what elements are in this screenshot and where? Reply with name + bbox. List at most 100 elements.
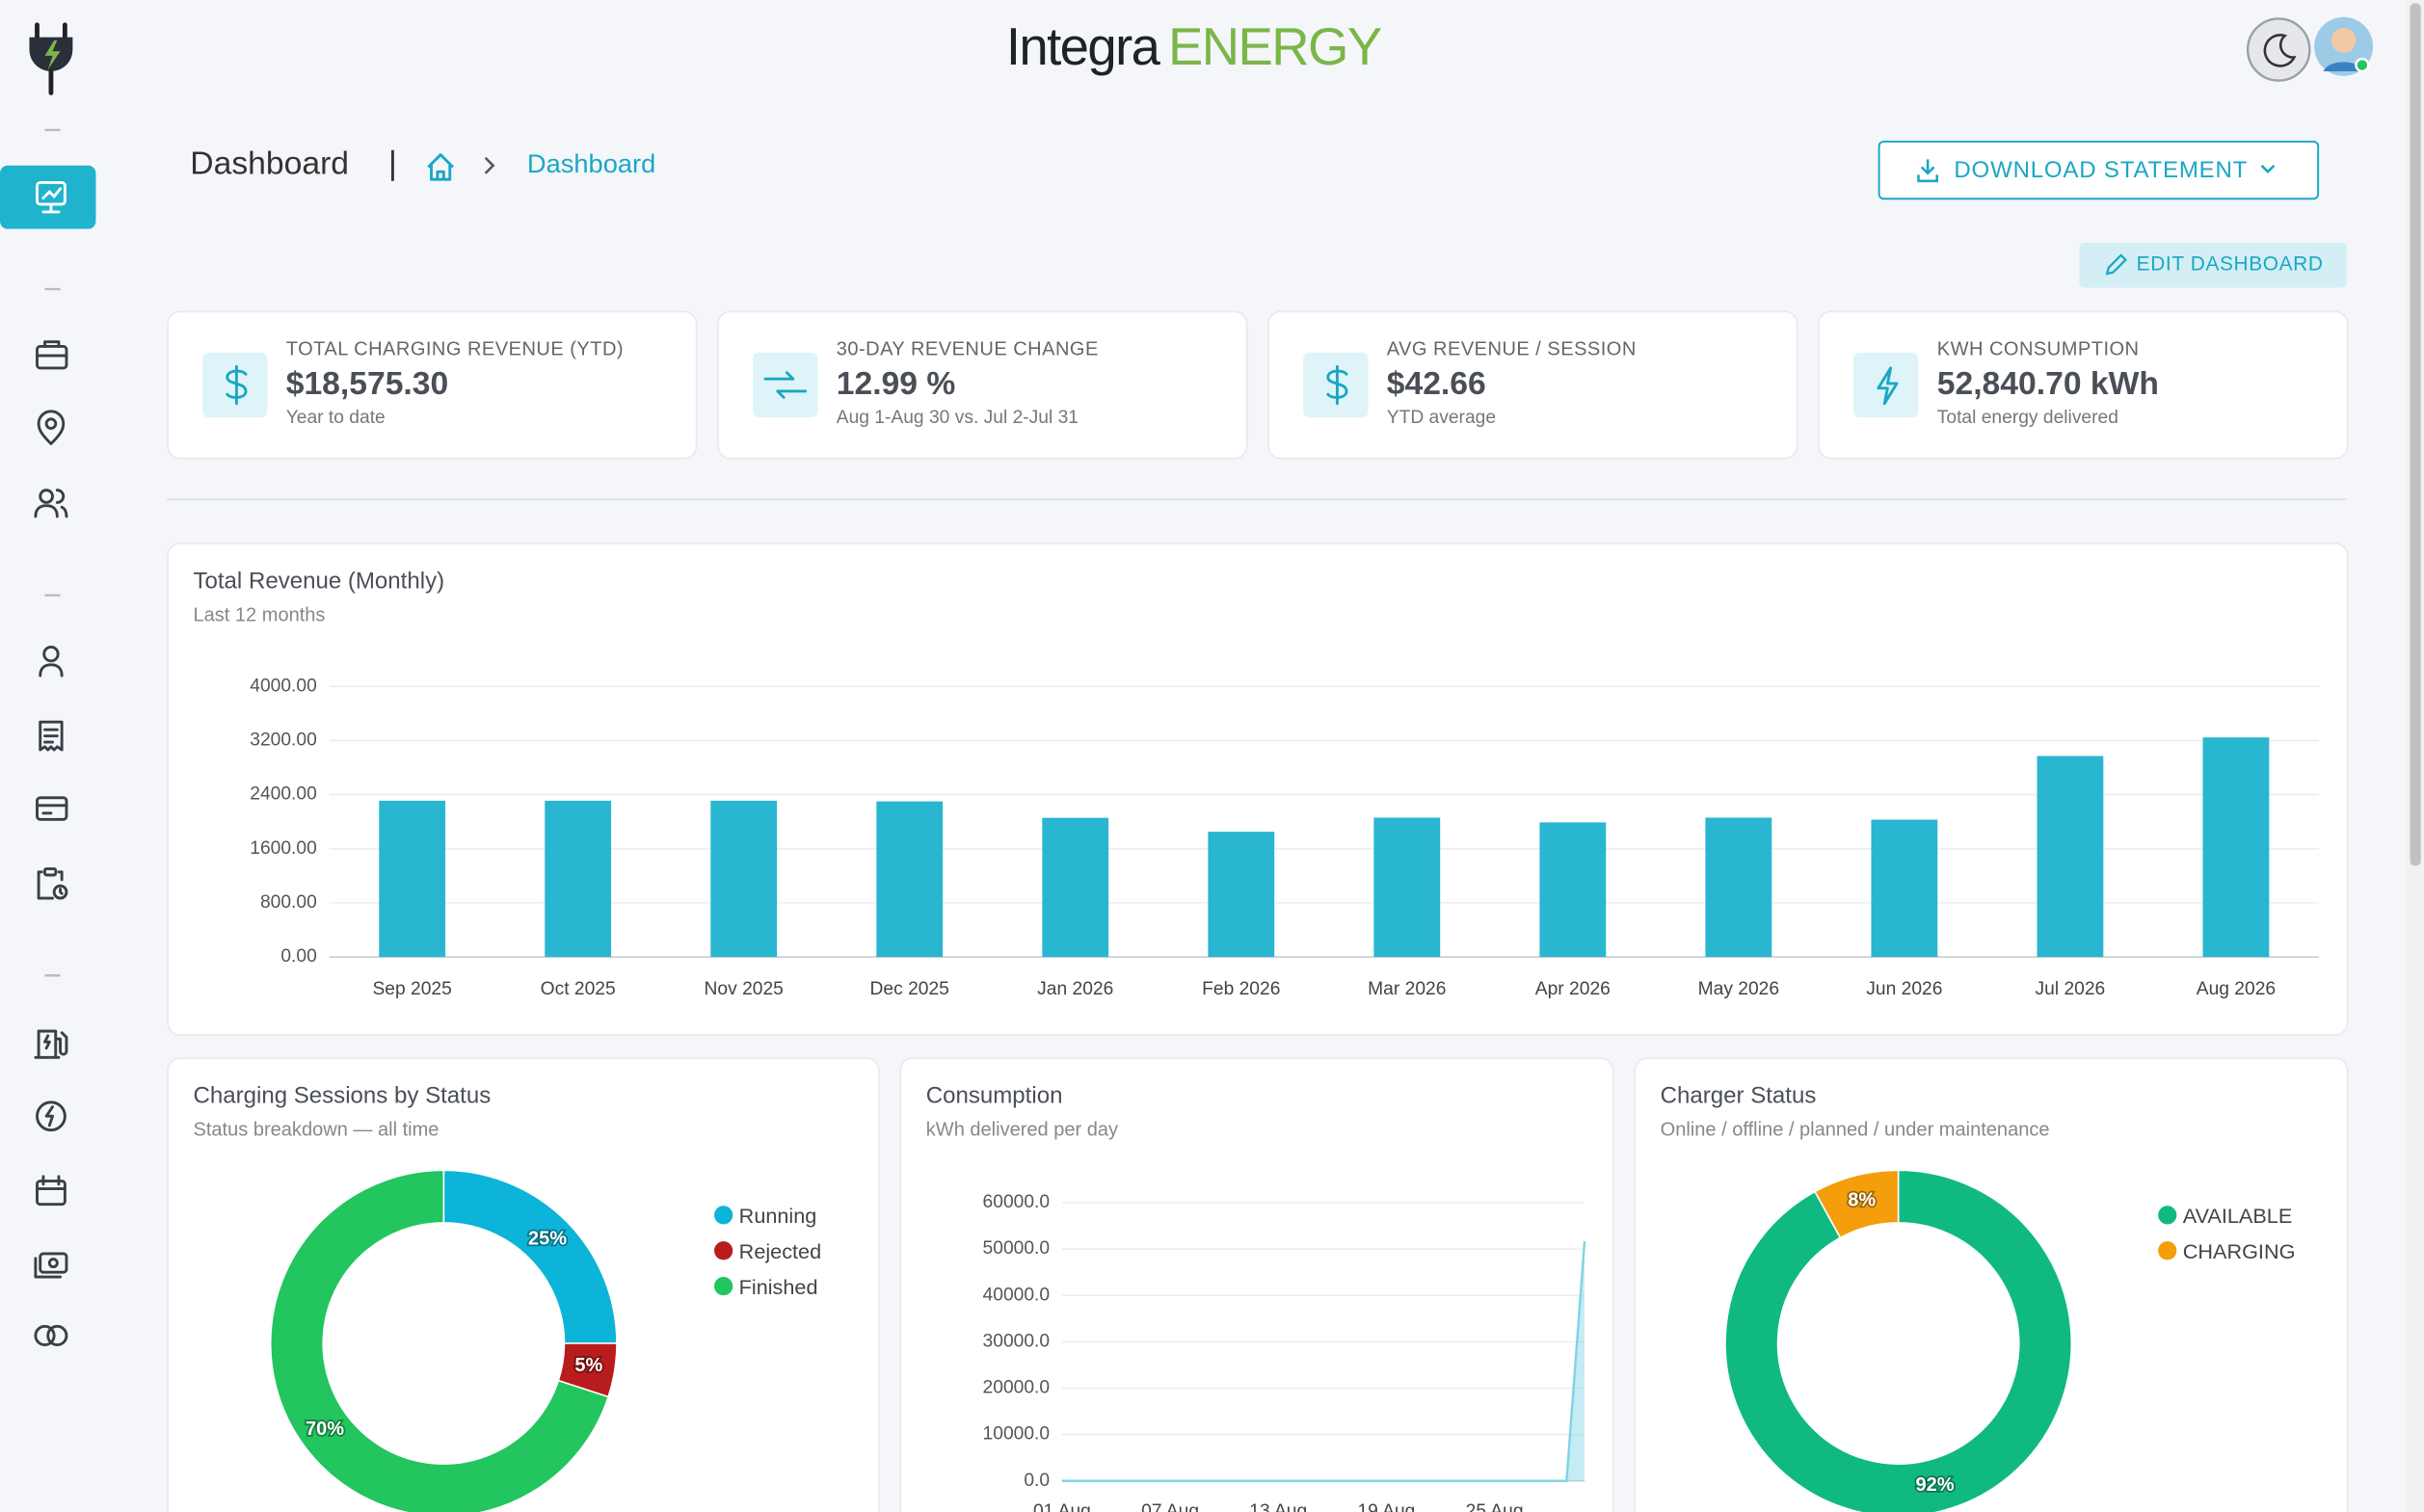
x-tick-label: Dec 2025 [870,979,949,999]
scrollbar-thumb[interactable] [2410,3,2421,866]
legend-label: Finished [739,1275,818,1299]
chart-title: Total Revenue (Monthly) [193,568,444,594]
slice [269,1169,610,1512]
slice-label: 5% [574,1355,602,1376]
chevron [484,156,495,174]
kpi-sub: Year to date [286,408,386,428]
kpi-label: 30-DAY REVENUE CHANGE [837,339,1099,360]
nav-stations[interactable] [34,1029,68,1059]
kpi-sub: Total energy delivered [1937,408,2118,428]
x-tick-label: May 2026 [1698,979,1779,999]
nav-reports[interactable] [37,867,68,900]
edit-icon [2105,253,2128,276]
legend-label: CHARGING [2183,1239,2296,1263]
nav-integrations[interactable] [34,1324,68,1347]
nav-business[interactable] [36,340,68,370]
avatar-face [2331,28,2357,53]
bar [710,800,778,958]
line [1061,1240,1586,1482]
bar [1208,832,1275,958]
breadcrumb-current[interactable]: Dashboard [527,148,655,178]
x-tick-label: Oct 2025 [541,979,616,999]
y-tick-label: 60000.0 [983,1192,1051,1212]
bar [379,800,446,958]
sidebar [0,22,96,1347]
x-tick-label: Aug 2026 [2197,979,2276,999]
logo-right: ENERGY [1168,18,1382,77]
chart-subtitle: Last 12 months [193,605,325,626]
slice-label: 92% [1916,1474,1955,1496]
chart-panel: Consumption kWh delivered per day 0.0 10000… [899,1057,1614,1512]
app-logo-icon [29,22,73,95]
y-tick-label: 800.00 [260,892,317,913]
kpi-value: $18,575.30 [286,366,449,402]
nav-profile[interactable] [39,645,64,677]
page-title: Dashboard [190,146,349,182]
kpi-icon [763,371,808,399]
kpi-icon [1877,366,1899,406]
slice [1724,1169,2073,1512]
chart-panel: Charger Status Online / offline / planned… [1634,1057,2349,1512]
legend-label: Running [739,1204,817,1228]
slice-label: 8% [1848,1190,1876,1211]
kpi-icon-box [753,352,818,418]
x-tick-label: 19 Aug [1357,1501,1415,1512]
kpi-sub: Aug 1-Aug 30 vs. Jul 2-Jul 31 [837,408,1079,428]
legend-label: Rejected [739,1239,821,1263]
x-tick-label: Jun 2026 [1866,979,1942,999]
edit-button[interactable] [2079,242,2347,288]
nav-locations[interactable] [37,410,66,445]
kpi-sub: YTD average [1387,408,1496,428]
download-button[interactable] [1878,140,2320,200]
slice-label: 25% [528,1229,567,1250]
avatar-body [2323,62,2364,71]
y-tick-label: 10000.0 [983,1424,1051,1445]
kpi-icon [226,364,248,406]
nav-users[interactable] [34,489,68,518]
nav-cash[interactable] [34,1252,68,1279]
x-tick-label: Jul 2026 [2036,979,2106,999]
x-tick-label: Sep 2025 [372,979,451,999]
legend-swatch [714,1206,733,1225]
dropdown-chevron [2260,164,2276,174]
kpi-label: AVG REVENUE / SESSION [1387,339,1637,360]
y-tick-label: 2400.00 [250,784,317,805]
legend-swatch [714,1277,733,1296]
bar [2037,756,2104,958]
theme-toggle[interactable] [2246,17,2311,82]
chart-title: Charging Sessions by Status [193,1083,491,1109]
kpi-card [717,310,1248,460]
kpi-icon [1326,364,1348,406]
x-tick-label: 13 Aug [1249,1501,1307,1512]
kpi-value: $42.66 [1387,366,1486,402]
bar [1373,817,1441,958]
kpi-icon-box [202,352,268,418]
y-tick-label: 30000.0 [983,1331,1051,1351]
nav-energy[interactable] [36,1101,67,1132]
kpi-card [1267,310,1798,460]
panel-card [167,543,2349,1036]
y-tick-label: 40000.0 [983,1285,1051,1305]
chart-subtitle: Status breakdown — all time [193,1120,439,1141]
bar [1539,822,1607,958]
legend-swatch [2158,1206,2177,1225]
nav-invoices[interactable] [39,720,64,752]
chart-panel: Total Revenue (Monthly) Last 12 months 0.0… [167,543,2349,1036]
legend-swatch [714,1241,733,1260]
nav-schedule[interactable] [36,1175,67,1207]
bar [1705,817,1772,958]
chart-subtitle: Online / offline / planned / under maint… [1661,1120,2050,1141]
moon-icon [2263,34,2297,67]
chart-title: Consumption [926,1083,1063,1109]
y-tick-label: 50000.0 [983,1238,1051,1259]
x-tick-label: 25 Aug [1466,1501,1524,1512]
x-tick-label: 07 Aug [1141,1501,1199,1512]
home-icon[interactable] [427,153,454,181]
online-dot [2355,57,2370,73]
bar [876,801,944,958]
nav-dashboard[interactable] [0,165,96,229]
nav-payments[interactable] [36,796,68,821]
bar [1871,819,1938,958]
